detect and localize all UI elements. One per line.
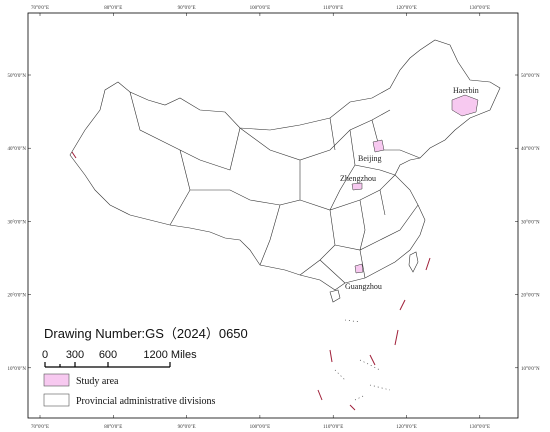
- lon-label: 70°0'0"E: [31, 425, 49, 430]
- map-frame: [27, 12, 519, 419]
- lat-label: 20°0'0"N: [521, 294, 540, 299]
- study-areas: [351, 94, 479, 274]
- lon-label: 70°0'0"E: [31, 6, 49, 11]
- legend-swatch-study: [43, 373, 70, 387]
- lat-label: 50°0'0"N: [7, 74, 26, 79]
- city-label: Haerbin: [453, 86, 479, 95]
- lon-label: 130°0'0"E: [470, 6, 491, 11]
- lon-label: 120°0'0"E: [396, 6, 417, 11]
- legend-label: Study area: [76, 376, 119, 387]
- scale-label: 600: [99, 349, 117, 361]
- lon-label: 130°0'0"E: [470, 425, 491, 430]
- legend-swatch-province: [43, 393, 70, 407]
- lat-label: 10°0'0"N: [7, 367, 26, 372]
- lat-label: 30°0'0"N: [521, 220, 540, 225]
- lon-label: 110°0'0"E: [323, 425, 343, 430]
- legend-label: Provincial administrative divisions: [76, 396, 216, 407]
- lon-label: 100°0'0"E: [250, 425, 271, 430]
- scale-label: 300: [66, 349, 84, 361]
- city-label: Zhengzhou: [340, 174, 376, 183]
- lat-label: 50°0'0"N: [521, 74, 540, 79]
- city-label: Guangzhou: [345, 282, 382, 291]
- scale-label: 0: [42, 349, 48, 361]
- drawing-number: Drawing Number:GS（2024）0650: [44, 326, 248, 341]
- lat-label: 30°0'0"N: [7, 220, 26, 225]
- lon-label: 120°0'0"E: [396, 425, 417, 430]
- china-outline: [69, 39, 501, 411]
- lon-label: 110°0'0"E: [323, 6, 343, 11]
- lon-label: 90°0'0"E: [178, 6, 196, 11]
- city-label: Beijing: [358, 154, 382, 163]
- lat-label: 40°0'0"N: [7, 147, 26, 152]
- lon-label: 90°0'0"E: [178, 425, 196, 430]
- lat-label: 40°0'0"N: [521, 147, 540, 152]
- lon-label: 100°0'0"E: [250, 6, 271, 11]
- lon-label: 80°0'0"E: [104, 425, 122, 430]
- lat-label: 10°0'0"N: [521, 367, 540, 372]
- lon-label: 80°0'0"E: [104, 6, 122, 11]
- scale-label: 1200 Miles: [143, 349, 197, 361]
- scale-bar: [44, 362, 171, 368]
- lat-label: 20°0'0"N: [7, 294, 26, 299]
